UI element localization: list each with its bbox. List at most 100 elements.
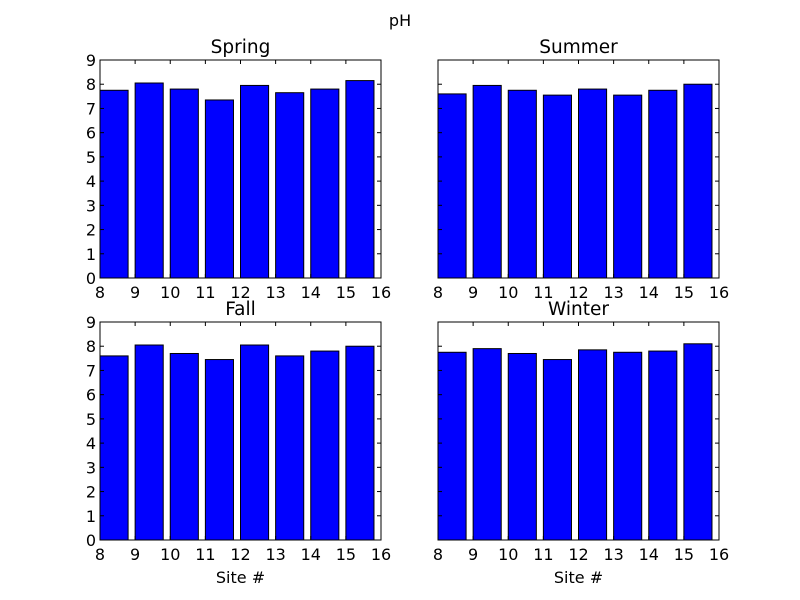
y-tick-label: 8 [86, 337, 96, 356]
y-tick-label: 7 [86, 99, 96, 118]
bar [169, 88, 199, 279]
bar [134, 82, 164, 279]
y-tick-label: 4 [86, 172, 96, 191]
x-tick-label: 14 [639, 283, 659, 302]
bar [169, 352, 199, 541]
y-tick-label: 1 [86, 245, 96, 264]
bar [99, 89, 129, 279]
bar [648, 89, 678, 279]
bar [204, 359, 234, 541]
x-tick-label: 8 [95, 283, 105, 302]
x-tick-label: 9 [468, 545, 478, 564]
y-tick-label: 0 [86, 269, 96, 288]
bar [275, 355, 305, 541]
x-tick-label: 15 [674, 283, 694, 302]
bar [134, 344, 164, 541]
bar [275, 92, 305, 279]
bar [472, 84, 502, 279]
x-tick-label: 15 [674, 545, 694, 564]
bar [507, 89, 537, 279]
bar [345, 345, 375, 541]
x-tick-label: 15 [336, 545, 356, 564]
x-tick-label: 12 [568, 283, 588, 302]
y-tick-label: 5 [86, 148, 96, 167]
x-tick-label: 10 [498, 545, 518, 564]
y-tick-label: 0 [86, 531, 96, 550]
x-tick-label: 9 [468, 283, 478, 302]
bar [310, 88, 340, 279]
x-axis-label: Site # [216, 568, 265, 587]
x-tick-label: 8 [433, 283, 443, 302]
y-tick-label: 3 [86, 196, 96, 215]
x-tick-label: 11 [533, 545, 553, 564]
figure-title: pH [389, 11, 411, 30]
bar [683, 343, 713, 541]
x-tick-label: 12 [230, 545, 250, 564]
y-tick-label: 8 [86, 75, 96, 94]
x-tick-label: 11 [195, 545, 215, 564]
x-tick-label: 14 [301, 545, 321, 564]
x-tick-label: 9 [130, 283, 140, 302]
bar [613, 351, 643, 541]
x-tick-label: 8 [433, 545, 443, 564]
x-tick-label: 13 [603, 545, 623, 564]
y-tick-label: 2 [86, 483, 96, 502]
bar [437, 351, 467, 541]
y-tick-label: 6 [86, 124, 96, 143]
subplot-summer: Summer 8 9 10 11 12 13 14 15 16 [433, 37, 729, 302]
x-tick-label: 16 [371, 545, 391, 564]
x-axis-label: Site # [554, 568, 603, 587]
subplot-title: Summer [539, 37, 618, 58]
x-tick-label: 13 [265, 283, 285, 302]
x-tick-label: 14 [639, 545, 659, 564]
subplot-winter: Winter Site # 8 9 10 11 12 13 14 15 16 [433, 299, 729, 587]
x-tick-label: 10 [498, 283, 518, 302]
x-tick-label: 8 [95, 545, 105, 564]
y-tick-label: 9 [86, 313, 96, 332]
x-tick-label: 12 [230, 283, 250, 302]
bar [240, 84, 270, 279]
subplot-title: Spring [211, 37, 271, 58]
bar [240, 344, 270, 541]
bar [437, 93, 467, 279]
y-tick-label: 3 [86, 458, 96, 477]
bar [204, 99, 234, 279]
subplot-title: Winter [548, 299, 609, 320]
x-tick-label: 16 [371, 283, 391, 302]
x-tick-label: 16 [709, 283, 729, 302]
subplot-title: Fall [225, 299, 256, 320]
bar [345, 80, 375, 279]
bar [648, 350, 678, 541]
bar [310, 350, 340, 541]
bar [472, 348, 502, 541]
bar [578, 88, 608, 279]
x-tick-label: 14 [301, 283, 321, 302]
y-tick-label: 5 [86, 410, 96, 429]
bar [542, 359, 572, 541]
x-tick-label: 12 [568, 545, 588, 564]
x-tick-label: 10 [160, 283, 180, 302]
x-tick-label: 13 [603, 283, 623, 302]
y-tick-label: 4 [86, 434, 96, 453]
bar [99, 355, 129, 541]
x-tick-label: 9 [130, 545, 140, 564]
bar [542, 94, 572, 279]
bar [683, 83, 713, 279]
bar [578, 349, 608, 541]
bar [613, 94, 643, 279]
x-tick-label: 15 [336, 283, 356, 302]
bar [507, 352, 537, 541]
y-tick-label: 7 [86, 361, 96, 380]
x-tick-label: 11 [533, 283, 553, 302]
y-tick-label: 2 [86, 221, 96, 240]
x-tick-label: 10 [160, 545, 180, 564]
x-tick-label: 11 [195, 283, 215, 302]
y-tick-label: 1 [86, 507, 96, 526]
x-tick-label: 16 [709, 545, 729, 564]
y-tick-label: 6 [86, 386, 96, 405]
y-tick-label: 9 [86, 51, 96, 70]
x-tick-label: 13 [265, 545, 285, 564]
